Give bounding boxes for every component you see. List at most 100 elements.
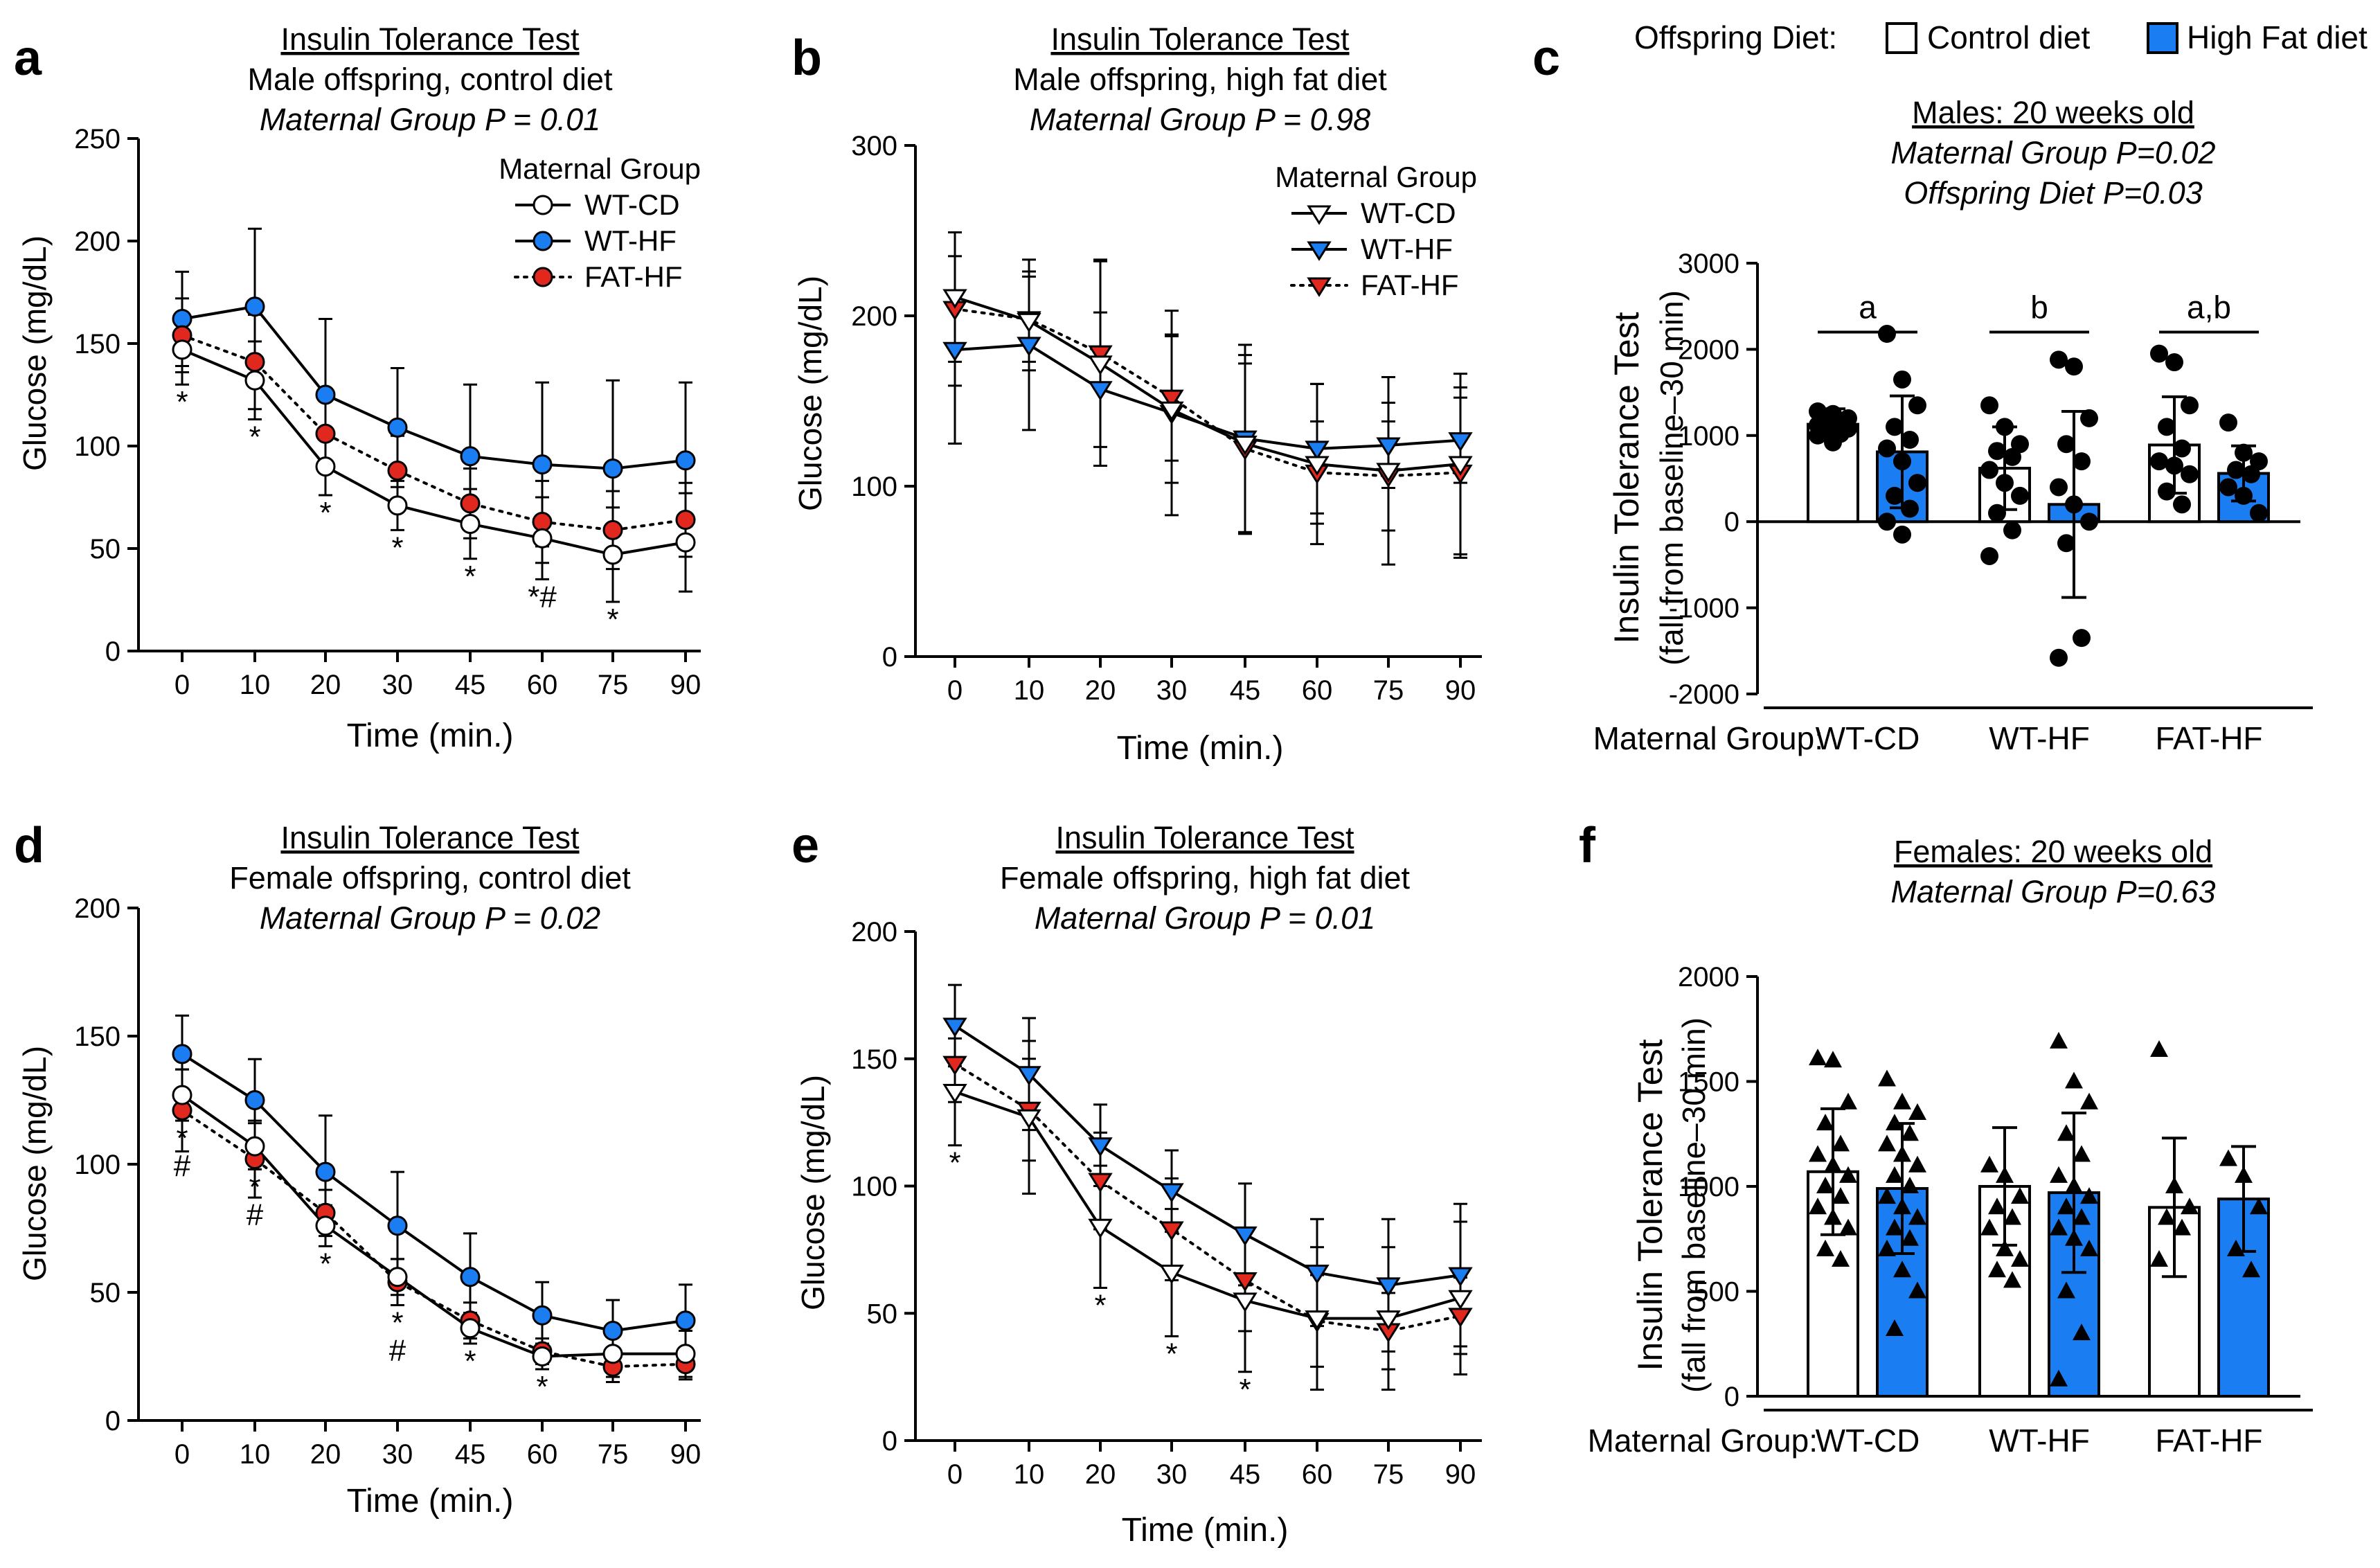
panel-c-datapoint [2158,482,2176,501]
panel-c-datapoint [1980,461,1998,479]
panel-f-datapoint [2150,1250,2168,1267]
panel-f-datapoint [2242,1260,2260,1278]
panel-f-datapoint [2057,1197,2075,1215]
panel-letter-d: d [14,818,44,873]
panel-d-header: Insulin Tolerance Test Female offspring,… [229,820,631,936]
panel-f-datapoint [1893,1092,1911,1110]
panel-f-datapoint [1824,1051,1842,1068]
panel-b-xlabel: Time (min.) [1117,730,1284,767]
panel-f-datapoint [1816,1177,1834,1193]
panel-a-title: Insulin Tolerance Test [280,21,580,57]
panel-d-stat: Maternal Group P = 0.02 [260,900,600,936]
panel-f-group-label: FAT-HF [2155,1423,2262,1459]
panel-e-x-tick-label: 45 [1230,1459,1261,1490]
panel-d-point-wt-cd [460,1318,481,1339]
panel-a-xlabel: Time (min.) [347,718,514,754]
panel-f-datapoint [2080,1187,2098,1204]
panel-letter-b: b [791,30,822,86]
panel-a-legend-marker [533,231,553,251]
panel-e-point-wt-hf [1305,1264,1330,1285]
panel-b-point-wt-cd [1376,463,1401,483]
panel-e-y-tick-label: 100 [851,1172,897,1202]
panel-b-subtitle: Male offspring, high fat diet [1013,62,1387,97]
panel-c-y-tick-label: 3000 [1678,249,1739,279]
panel-c-title: Males: 20 weeks old [1912,95,2194,130]
panel-b-y-tick-label: 200 [851,301,897,332]
panel-c-group-label: FAT-HF [2155,720,2262,756]
panel-a-legend-label: FAT-HF [584,260,683,293]
panel-a-legend-label: WT-HF [584,224,677,257]
panel-d-xlabel: Time (min.) [347,1483,514,1520]
panel-c-datapoint [2158,418,2176,436]
panel-f-datapoint [2057,1124,2075,1141]
panel-e-point-fat-hf [1088,1173,1113,1193]
panel-d-x-tick-label: 90 [670,1439,701,1470]
panel-e-x-tick-label: 20 [1085,1459,1116,1490]
panel-f-datapoint [2173,1218,2191,1236]
panel-f-datapoint [2003,1208,2021,1225]
panel-c-sig-letter: a [1859,289,1877,326]
panel-b-y-tick-label: 0 [882,642,897,672]
panel-d-point-wt-hf [602,1321,623,1341]
panel-c-datapoint [2003,447,2021,466]
panel-a-x-tick-label: 90 [670,670,701,700]
panel-b-point-wt-hf [1088,381,1113,401]
panel-e-plot: 0 50 100 150 200 0 10 20 30 45 60 75 90 * * * * [851,917,1482,1490]
panel-f-xaxis-prefix: Maternal Group: [1588,1423,1818,1459]
panel-f-datapoint [1901,1124,1919,1141]
panel-c-datapoint [2219,478,2237,497]
panel-c-datapoint [2250,504,2268,522]
panel-f-datapoint [1809,1145,1827,1162]
panel-e-x-tick-label: 10 [1014,1459,1045,1490]
panel-d-point-wt-cd [675,1344,696,1364]
panel-b-line-fat-hf [954,308,1462,478]
panel-e-x-tick-label: 90 [1445,1459,1476,1490]
panel-e-annotation: * [1239,1373,1251,1407]
panel-d-line-wt-cd [181,1094,686,1358]
panel-c-datapoint [1886,486,1904,505]
offspring-diet-legend-label: Offspring Diet: [1634,19,1837,55]
panel-d-x-tick-label: 60 [527,1439,558,1470]
panel-c-datapoint [2227,461,2245,479]
panel-c-datapoint [2181,396,2199,415]
panel-d-annotation: * [391,1306,403,1340]
panel-a-point-wt-hf [387,417,408,438]
panel-f-datapoint [1839,1092,1857,1110]
panel-c-sig-letter: b [2030,289,2048,326]
panel-f-datapoint [1886,1166,1904,1183]
panel-f-group-label: WT-CD [1816,1423,1920,1459]
panel-d-x-tick-label: 0 [175,1439,190,1470]
panel-a-line-fat-hf [181,334,687,532]
panel-d-x-tick-label: 20 [310,1439,341,1470]
panel-e-point-wt-cd [1448,1290,1473,1310]
panel-e-point-wt-cd [1305,1310,1330,1330]
panel-a-x-tick-label: 45 [455,670,486,700]
panel-f-datapoint [1809,1197,1827,1215]
panel-c-datapoint [2050,478,2068,497]
panel-f-datapoint [2050,1031,2068,1049]
panel-c-datapoint [2242,465,2260,483]
panel-b-point-wt-cd [1088,355,1113,375]
panel-d-subtitle: Female offspring, control diet [229,860,631,896]
panel-b-point-wt-cd [1159,401,1184,422]
panel-f-datapoint [2065,1071,2083,1089]
panel-e-point-fat-hf [1159,1221,1184,1241]
panel-c-datapoint [2050,648,2068,667]
panel-d-x-tick-label: 30 [382,1439,413,1470]
panel-f-y-tick-label: 1000 [1678,1172,1739,1202]
panel-e-point-wt-cd [1233,1292,1258,1312]
panel-e-point-wt-cd [942,1084,967,1104]
panel-f-datapoint [2073,1324,2091,1341]
panel-b-x-tick-label: 30 [1156,675,1188,706]
panel-f-ylabel: Insulin Tolerance Test [1631,1039,1670,1371]
panel-a-x-tick-label: 60 [527,670,558,700]
panel-b-point-wt-cd [1017,312,1041,333]
panel-a-point-fat-hf [602,519,623,540]
panel-d-point-wt-cd [315,1215,336,1236]
panel-d-annotation: * [536,1370,548,1404]
panel-b-x-tick-label: 90 [1445,675,1476,706]
panel-f-datapoint [2080,1239,2098,1256]
panel-a-line-wt-hf [181,305,686,470]
panel-c-datapoint [1878,513,1896,531]
panel-c-datapoint [1988,442,2006,461]
